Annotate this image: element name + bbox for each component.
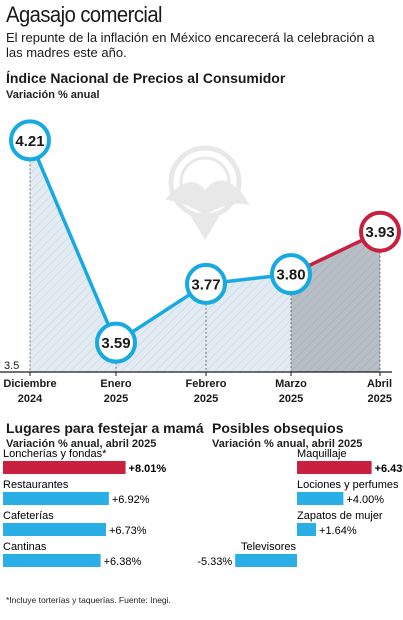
data-point [185,262,227,305]
eagle-watermark-icon [165,145,250,240]
bar [297,461,372,474]
bar-value-label: +6.73% [109,525,147,537]
area-fill [30,140,291,372]
page-subtitle: El repunte de la inflación en México enc… [6,30,375,60]
line-chart-title: Índice Nacional de Precios al Consumidor [6,70,286,86]
bar-value-label: +4.00% [346,494,384,506]
data-point [359,210,401,253]
places-chart-subtitle: Variación % anual, abril 2025 [6,438,157,450]
gifts-chart-title: Posibles obsequios [212,420,344,436]
area-fill-highlight [291,231,380,372]
gifts-chart-subtitle: Variación % anual, abril 2025 [212,438,363,450]
footnote: *Incluye torterías y taquerías. Fuente: … [6,595,171,605]
bar-value-label: +6.92% [112,494,150,506]
bar-category-label: Restaurantes [3,479,69,491]
data-point [270,253,312,296]
bar-category-label: Cantinas [3,541,47,553]
page-title: Agasajo comercial [6,2,163,27]
x-tick-label: Marzo [275,378,307,390]
bar-value-label: -5.33% [197,556,232,568]
x-tick-label: Diciembre [3,378,56,390]
series-line [28,139,292,345]
bar-value-label: +6.38% [104,556,142,568]
places-bar-chart: Loncherías y fondas* +8.01% Restaurantes +6… [3,448,166,568]
bar [297,523,317,536]
bar [3,523,106,536]
data-label: 3.80 [276,267,305,284]
bar [3,461,126,474]
x-tick-label: 2024 [18,393,43,405]
x-tick-label: Febrero [186,378,227,390]
bar [297,492,344,505]
data-point [9,119,51,162]
bar-category-label: Televisores [241,541,297,553]
bar [3,492,109,505]
x-tick-label: 2025 [368,393,392,405]
bar-category-label: Lociones y perfumes [297,479,399,491]
data-point [95,321,137,364]
bar-category-label: Cafeterías [3,510,54,522]
y-tick-label: 3.5 [4,360,19,372]
bar-value-label: +6.43% [375,463,403,475]
bar-category-label: Loncherías y fondas* [3,448,107,460]
bar [3,554,101,567]
x-tick-label: Enero [100,378,131,390]
bar-category-label: Maquillaje [297,448,347,460]
line-chart-subtitle: Variación % anual [6,89,100,101]
bar-value-label: +8.01% [129,463,167,475]
x-tick-label: Abril [367,378,392,390]
x-tick-label: 2025 [104,393,128,405]
bar-category-label: Zapatos de mujer [297,510,383,522]
x-tick-label: 2025 [194,393,218,405]
data-label: 3.59 [101,335,130,352]
places-chart-title: Lugares para festejar a mamá [6,420,204,436]
bar-value-label: +1.64% [319,525,357,537]
data-label: 4.21 [15,133,44,150]
inflation-line-chart: 4.21 3.59 3.77 3.80 3.93 3.5 Diciembre 2024 Ener… [0,119,401,405]
data-label: 3.93 [365,224,394,241]
bar [235,554,297,567]
data-label: 3.77 [191,276,220,293]
gifts-bar-chart: Maquillaje +6.43% Lociones y perfumes +4.00… [197,448,403,568]
x-tick-label: 2025 [279,393,303,405]
